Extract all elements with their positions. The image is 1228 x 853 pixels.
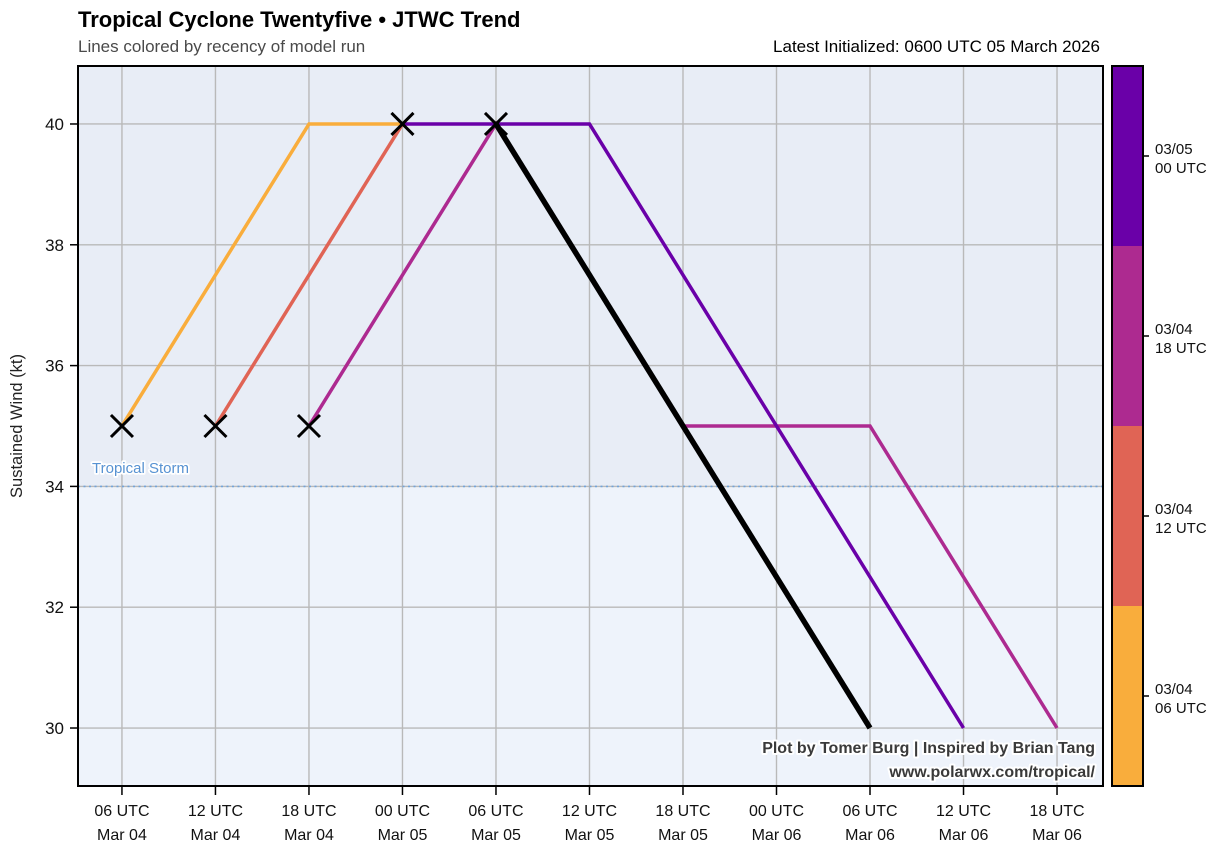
colorbar-tick-label: 03/05 00 UTC bbox=[1155, 141, 1207, 177]
x-tick-label: 06 UTC Mar 04 bbox=[94, 803, 149, 844]
tropical-storm-label: Tropical Storm bbox=[92, 460, 189, 477]
colorbar-segment-03-04-12-utc bbox=[1112, 426, 1143, 607]
x-tick-label: 06 UTC Mar 06 bbox=[842, 803, 897, 844]
x-tick-label: 12 UTC Mar 04 bbox=[188, 803, 243, 844]
x-tick-label: 18 UTC Mar 05 bbox=[655, 803, 710, 844]
x-tick-label: 12 UTC Mar 05 bbox=[562, 803, 617, 844]
colorbar-segment-03-05-00-utc bbox=[1112, 66, 1143, 247]
x-tick-label: 06 UTC Mar 05 bbox=[468, 803, 523, 844]
run-line-03-05-06-utc-latest bbox=[493, 122, 873, 730]
colorbar bbox=[1111, 65, 1149, 787]
x-axis bbox=[121, 786, 1058, 795]
y-tick-label: 38 bbox=[45, 236, 64, 255]
plot-border bbox=[77, 65, 1104, 787]
colorbar-segment-03-04-06-utc bbox=[1112, 606, 1143, 787]
x-tick-label: 00 UTC Mar 06 bbox=[749, 803, 804, 844]
model-run-lines bbox=[120, 120, 1059, 730]
colorbar-tick-label: 03/04 18 UTC bbox=[1155, 321, 1207, 357]
y-axis bbox=[70, 123, 78, 729]
credit-line-1: Plot by Tomer Burg | Inspired by Brian T… bbox=[762, 740, 1095, 757]
x-tick-label: 00 UTC Mar 05 bbox=[375, 803, 430, 844]
colorbar-border bbox=[1111, 65, 1144, 787]
y-tick-label: 32 bbox=[45, 598, 64, 617]
x-marker-03-04-18-utc bbox=[296, 413, 322, 439]
x-marker-03-04-06-utc bbox=[109, 413, 135, 439]
y-tick-label: 36 bbox=[45, 357, 64, 376]
x-tick-label: 18 UTC Mar 06 bbox=[1029, 803, 1084, 844]
latest-initialized-label: Latest Initialized: 0600 UTC 05 March 20… bbox=[773, 37, 1100, 56]
y-tick-label: 30 bbox=[45, 719, 64, 738]
x-marker-03-05-00-utc bbox=[390, 111, 415, 137]
colorbar-segment-03-04-18-utc bbox=[1112, 246, 1143, 427]
x-marker-03-05-06-utc-latest bbox=[483, 111, 509, 137]
y-tick-label: 40 bbox=[45, 115, 64, 134]
x-tick-label: 12 UTC Mar 06 bbox=[936, 803, 991, 844]
colorbar-tick-label: 03/04 06 UTC bbox=[1155, 681, 1207, 717]
init-markers bbox=[109, 111, 509, 439]
chart-title: Tropical Cyclone Twentyfive • JTWC Trend bbox=[78, 7, 521, 32]
chart-subtitle: Lines colored by recency of model run bbox=[78, 37, 366, 56]
credit-line-2: www.polarwx.com/tropical/ bbox=[888, 764, 1095, 781]
colorbar-tick-label: 03/04 12 UTC bbox=[1155, 501, 1207, 537]
x-tick-label: 18 UTC Mar 04 bbox=[281, 803, 336, 844]
y-tick-label: 34 bbox=[45, 477, 64, 496]
x-marker-03-04-12-utc bbox=[203, 413, 228, 439]
run-line-03-04-12-utc bbox=[214, 123, 404, 427]
y-axis-title: Sustained Wind (kt) bbox=[8, 354, 26, 498]
bg-below-threshold bbox=[78, 486, 1103, 786]
run-line-03-05-00-utc bbox=[402, 122, 965, 729]
run-line-03-04-06-utc bbox=[120, 122, 403, 427]
